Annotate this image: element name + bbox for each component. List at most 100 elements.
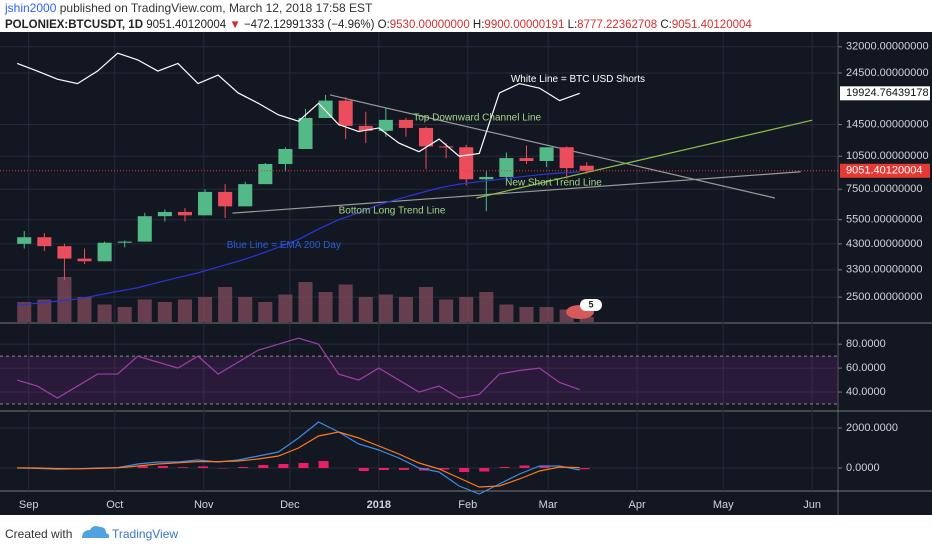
- chart-layers: Sep Oct Nov Dec 2018 Feb Mar Apr May Jun 32000.000…: [0, 32, 930, 511]
- author[interactable]: jshin2000: [4, 1, 57, 15]
- y-tick-label: 3300.00000000: [846, 264, 922, 276]
- event-badge[interactable]: 5: [566, 299, 602, 319]
- trend-line: [476, 119, 813, 199]
- brand-logo: [82, 526, 110, 538]
- volume-bar: [338, 284, 353, 322]
- y-tick-label: 10500.00000000: [846, 150, 929, 162]
- series-line: [17, 52, 580, 157]
- y-tick-label: 40.0000: [846, 386, 886, 398]
- x-tick-label: Dec: [280, 499, 300, 511]
- volume-bar: [459, 297, 474, 322]
- volume-bar: [17, 302, 32, 322]
- rsi-band: [0, 356, 838, 405]
- volume-bar: [177, 299, 192, 322]
- y-tick-label: 2500.00000000: [846, 291, 922, 303]
- annotation: Blue Line = EMA 200 Day: [227, 240, 341, 251]
- change: −472.12991333 (−4.96%): [244, 19, 375, 31]
- symbol-line: POLONIEX:BTCUSDT, 1D 9051.40120004 ▼ −47…: [5, 19, 752, 31]
- volume-bar: [238, 297, 253, 322]
- volume-bar: [398, 297, 413, 322]
- y-tick-label: 60.0000: [846, 362, 886, 374]
- volume-bar: [479, 292, 494, 322]
- volume-bar: [378, 294, 393, 322]
- volume-bar: [137, 299, 152, 322]
- x-tick-label: Jun: [803, 499, 821, 511]
- histogram-bar: [479, 468, 490, 472]
- volume-bar: [579, 317, 594, 322]
- histogram-bar: [298, 463, 309, 468]
- x-tick-label: Mar: [539, 499, 558, 511]
- volume-bar: [37, 299, 52, 322]
- footer-created: Created with: [5, 527, 72, 541]
- annotation: Bottom Long Trend Line: [339, 205, 446, 216]
- histogram-bar: [318, 461, 329, 468]
- candle-body: [459, 147, 474, 180]
- badge-count: 5: [588, 299, 593, 309]
- candle-body: [77, 258, 92, 262]
- volume-bar: [539, 307, 554, 322]
- y-tick-label: 80.0000: [846, 338, 886, 350]
- ohlc-label: H:: [473, 19, 485, 31]
- histogram-bar: [157, 466, 168, 468]
- histogram-bar: [499, 467, 510, 468]
- volume-bar: [499, 304, 514, 322]
- header-line: jshin2000 published on TradingView.com, …: [4, 1, 373, 15]
- volume-bar: [519, 307, 534, 322]
- histogram-bar: [539, 465, 550, 468]
- candle-body: [398, 119, 413, 128]
- direction: ▼: [229, 19, 240, 31]
- x-tick-label: Nov: [194, 499, 214, 511]
- volume-bar: [278, 294, 293, 322]
- ohlc-value: 8777.22362708: [577, 19, 657, 31]
- ohlc-label: L:: [568, 19, 578, 31]
- candle-body: [439, 146, 454, 148]
- histogram-bar: [198, 466, 209, 468]
- histogram-bar: [177, 467, 188, 468]
- candle-body: [238, 184, 253, 207]
- candle-body: [338, 100, 353, 126]
- candle-body: [579, 165, 594, 171]
- ohlc-value: 9530.00000000: [390, 19, 470, 31]
- y-tick-label: 32000.00000000: [846, 41, 929, 53]
- candle-body: [218, 191, 233, 207]
- volume-bar: [358, 297, 373, 322]
- price-badge-label: 9051.40120004: [846, 165, 922, 177]
- ohlc-label: C:: [660, 19, 672, 31]
- badge-bubble: [580, 299, 602, 311]
- volume-bar: [258, 302, 273, 322]
- candle-body: [137, 216, 152, 242]
- candle-body: [17, 237, 32, 244]
- histogram-bar: [278, 464, 289, 468]
- candle-body: [479, 176, 494, 180]
- candle-body: [539, 147, 554, 161]
- volume-bar: [218, 287, 233, 322]
- volume-bar: [298, 282, 313, 322]
- x-tick-label: Feb: [458, 499, 477, 511]
- histogram-bar: [459, 468, 470, 472]
- price-badge: [840, 163, 930, 178]
- candle-body: [97, 242, 112, 262]
- histogram-bar: [137, 466, 148, 468]
- y-tick-label: 24500.00000000: [846, 67, 929, 79]
- x-tick-label: May: [713, 499, 734, 511]
- ohlc-value: 9900.00000191: [484, 19, 564, 31]
- histogram-bar: [439, 468, 450, 470]
- footer-brand[interactable]: TradingView: [112, 527, 178, 541]
- volume-bar: [318, 292, 333, 322]
- histogram-bar: [398, 468, 409, 470]
- candle-body: [298, 117, 313, 149]
- y-tick-label: 5500.00000000: [846, 214, 922, 226]
- candle-body: [278, 148, 293, 164]
- y-tick-label: 4300.00000000: [846, 238, 922, 250]
- series-line: [17, 337, 580, 399]
- x-tick-label: Sep: [19, 499, 39, 511]
- y-tick-label: 2000.0000: [846, 422, 898, 434]
- x-tick-label: 2018: [367, 499, 391, 511]
- series-line: [17, 431, 580, 488]
- y-tick-label: 7500.00000000: [846, 183, 922, 195]
- ohlc-value: 9051.40120004: [672, 19, 753, 31]
- histogram-bar: [378, 468, 389, 470]
- volume-bar: [198, 297, 213, 322]
